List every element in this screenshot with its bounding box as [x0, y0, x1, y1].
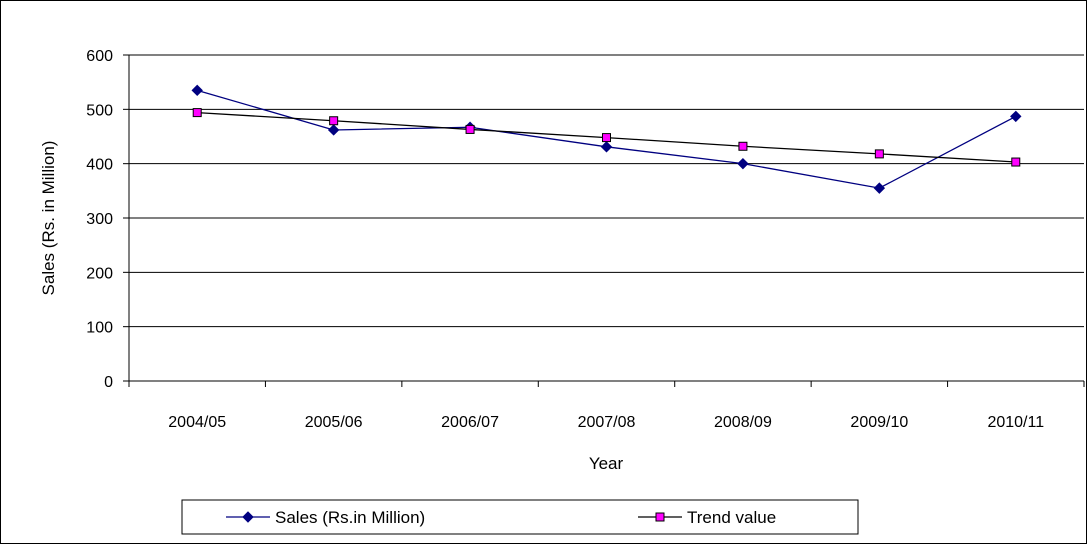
point-sales-2010-11 [1010, 110, 1022, 123]
x-tick-label-2004-05: 2004/05 [168, 414, 226, 431]
point-trend-2009-10 [874, 149, 884, 159]
point-sales-2009-10 [873, 182, 886, 194]
y-tick-label-600: 600 [86, 48, 113, 65]
x-tick-label-2007-08: 2007/08 [578, 414, 636, 431]
tick-labels: 0 100 200 300 400 500 600 2004/05 2005/06 2006/07… [86, 48, 1044, 431]
point-trend-2005-06 [329, 116, 339, 126]
point-sales-2005-06 [327, 124, 340, 136]
y-tick-label-100: 100 [86, 320, 113, 337]
y-tick-label-300: 300 [86, 211, 113, 228]
axes [123, 54, 1085, 387]
x-tick-label-2006-07: 2006/07 [441, 414, 499, 431]
point-sales-2004-05 [191, 84, 203, 97]
x-tick-label-2009-10: 2009/10 [850, 414, 908, 431]
series-markers [191, 84, 1022, 194]
point-sales-2008-09 [737, 157, 749, 170]
legend-box [181, 499, 859, 535]
legend-label-sales: Sales (Rs.in Million) [275, 508, 425, 527]
legend-label-trend: Trend value [687, 508, 776, 527]
y-tick-label-200: 200 [86, 265, 113, 282]
gridlines [129, 54, 1084, 328]
x-tick-label-2010-11: 2010/11 [987, 414, 1044, 431]
point-sales-2007-08 [600, 141, 613, 153]
legend: Sales (Rs.in Million) Trend value [181, 499, 859, 535]
y-tick-label-500: 500 [86, 102, 113, 119]
y-tick-label-0: 0 [104, 374, 113, 391]
y-tick-label-400: 400 [86, 157, 113, 174]
point-trend-2010-11 [1011, 157, 1021, 167]
legend-marker-sales [242, 511, 254, 523]
x-tick-label-2005-06: 2005/06 [305, 414, 363, 431]
x-axis-title: Year [589, 454, 624, 473]
point-trend-2006-07 [465, 124, 475, 134]
legend-marker-trend [655, 512, 665, 522]
x-tick-label-2008-09: 2008/09 [714, 414, 772, 431]
point-trend-2007-08 [602, 133, 611, 143]
point-trend-2008-09 [738, 141, 748, 151]
y-axis-title: Sales (Rs. in Million) [39, 141, 58, 296]
point-trend-2004-05 [192, 108, 202, 118]
